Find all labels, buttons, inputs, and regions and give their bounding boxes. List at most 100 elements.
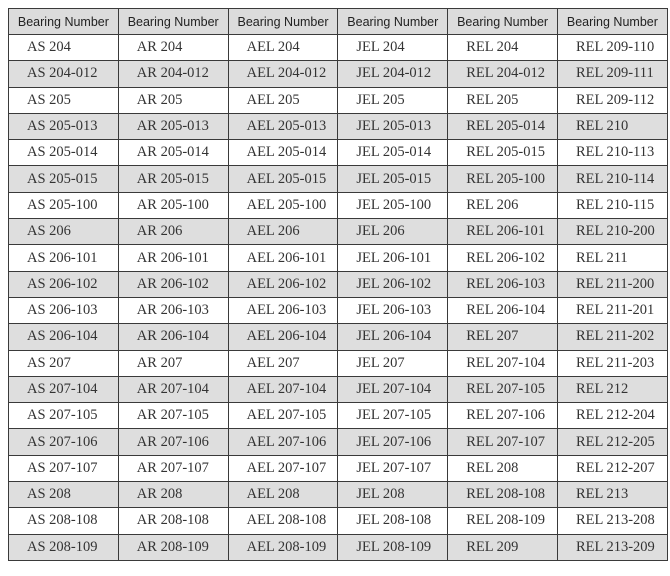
table-cell: AEL 205-015	[227, 165, 339, 193]
table-cell: AS 205-013	[8, 112, 119, 141]
column-header: Bearing Number	[117, 8, 229, 35]
table-cell: AS 207-106	[8, 428, 119, 456]
table-row: AS 205 AR 205 AEL 205 JEL 205 REL 205 REL 209…	[8, 86, 668, 114]
table-cell: AS 206-102	[8, 270, 119, 298]
header-row: Bearing Number Bearing Number Bearing Numb…	[8, 8, 668, 35]
table-cell: JEL 205-100	[337, 191, 449, 220]
table-cell: AS 204	[8, 33, 119, 62]
table-cell: AEL 207	[227, 349, 339, 377]
column-header: Bearing Number	[337, 8, 449, 35]
table-cell: REL 209-110	[556, 33, 668, 62]
table-cell: REL 208-108	[447, 481, 558, 509]
table-row: AS 207-107 AR 207-107 AEL 207-107 JEL 207-1…	[8, 454, 668, 483]
table-row: AS 206-101 AR 206-101 AEL 206-101 JEL 206-1…	[8, 244, 668, 272]
table-cell: JEL 204-012	[337, 60, 449, 88]
table-cell: REL 210-113	[556, 139, 668, 167]
table-cell: AS 206	[8, 218, 119, 246]
table-row: AS 205-015 AR 205-015 AEL 205-015 JEL 205-0…	[8, 165, 668, 193]
table-cell: REL 208	[447, 454, 558, 483]
table-row: AS 208-109 AR 208-109 AEL 208-109 JEL 208-1…	[8, 533, 668, 561]
table-cell: REL 205-014	[447, 112, 558, 141]
table-row: AS 206 AR 206 AEL 206 JEL 206 REL 206-101 REL…	[8, 218, 668, 246]
table-cell: AEL 206-103	[227, 296, 339, 325]
table-cell: AR 207-105	[117, 402, 229, 430]
table-cell: AEL 204-012	[227, 60, 339, 88]
table-cell: REL 207	[447, 323, 558, 351]
table-row: AS 207-104 AR 207-104 AEL 207-104 JEL 207-1…	[8, 375, 668, 404]
table-row: AS 207 AR 207 AEL 207 JEL 207 REL 207-104 REL…	[8, 349, 668, 377]
table-cell: AEL 204	[227, 33, 339, 62]
table-cell: JEL 205	[337, 86, 449, 114]
table-row: AS 206-104 AR 206-104 AEL 206-104 JEL 206-1…	[8, 323, 668, 351]
table-cell: AR 207	[117, 349, 229, 377]
column-header: Bearing Number	[227, 8, 339, 35]
table-cell: AR 205-014	[117, 139, 229, 167]
table-cell: AR 206-103	[117, 296, 229, 325]
table-cell: AR 207-107	[117, 454, 229, 483]
table-row: AS 204-012 AR 204-012 AEL 204-012 JEL 204-0…	[8, 60, 668, 88]
table-cell: AS 204-012	[8, 60, 119, 88]
table-cell: AR 208	[117, 481, 229, 509]
table-cell: AEL 207-107	[227, 454, 339, 483]
table-cell: AS 207	[8, 349, 119, 377]
table-cell: AR 208-109	[117, 533, 229, 561]
table-cell: AEL 205-014	[227, 139, 339, 167]
column-header: Bearing Number	[447, 8, 558, 35]
bearing-number-table: Bearing Number Bearing Number Bearing Numb…	[8, 8, 668, 561]
table-cell: AEL 208-108	[227, 507, 339, 535]
table-cell: AEL 208	[227, 481, 339, 509]
table-cell: REL 211-203	[556, 349, 668, 377]
table-cell: AS 208-108	[8, 507, 119, 535]
table-cell: AEL 206-101	[227, 244, 339, 272]
table-cell: REL 212	[556, 375, 668, 404]
table-cell: AR 205-015	[117, 165, 229, 193]
table-cell: AR 205-013	[117, 112, 229, 141]
table-cell: REL 213-208	[556, 507, 668, 535]
table-cell: AR 206	[117, 218, 229, 246]
table-cell: REL 211-200	[556, 270, 668, 298]
table-cell: AEL 205	[227, 86, 339, 114]
table-cell: JEL 207-106	[337, 428, 449, 456]
table-cell: REL 204-012	[447, 60, 558, 88]
table-cell: AEL 205-013	[227, 112, 339, 141]
table-cell: REL 208-109	[447, 507, 558, 535]
table-cell: REL 207-104	[447, 349, 558, 377]
table-cell: REL 209-111	[556, 60, 668, 88]
table-cell: AEL 206-102	[227, 270, 339, 298]
table-cell: AS 205-015	[8, 165, 119, 193]
table-cell: JEL 207-104	[337, 375, 449, 404]
table-cell: REL 207-107	[447, 428, 558, 456]
table-cell: AEL 206-104	[227, 323, 339, 351]
table-cell: REL 213	[556, 481, 668, 509]
table-cell: AS 208	[8, 481, 119, 509]
table-cell: JEL 205-015	[337, 165, 449, 193]
table-cell: AR 206-101	[117, 244, 229, 272]
table-cell: REL 209-112	[556, 86, 668, 114]
table-cell: AS 208-109	[8, 533, 119, 561]
table-cell: AS 207-105	[8, 402, 119, 430]
table-cell: REL 211-202	[556, 323, 668, 351]
table-cell: REL 209	[447, 533, 558, 561]
table-cell: REL 206-102	[447, 244, 558, 272]
table-cell: AS 205-014	[8, 139, 119, 167]
table-row: AS 204 AR 204 AEL 204 JEL 204 REL 204 REL 209…	[8, 33, 668, 62]
table-cell: JEL 207	[337, 349, 449, 377]
table-cell: JEL 206-103	[337, 296, 449, 325]
table-cell: REL 206	[447, 191, 558, 220]
table-cell: AEL 207-105	[227, 402, 339, 430]
table-cell: JEL 207-105	[337, 402, 449, 430]
table-row: AS 206-103 AR 206-103 AEL 206-103 JEL 206-1…	[8, 296, 668, 325]
column-header: Bearing Number	[556, 8, 668, 35]
table-cell: REL 206-104	[447, 296, 558, 325]
table-row: AS 207-106 AR 207-106 AEL 207-106 JEL 207-1…	[8, 428, 668, 456]
table-cell: JEL 205-013	[337, 112, 449, 141]
table-cell: AS 206-104	[8, 323, 119, 351]
table-cell: JEL 207-107	[337, 454, 449, 483]
table-cell: AS 207-107	[8, 454, 119, 483]
table-cell: JEL 208	[337, 481, 449, 509]
table-row: AS 207-105 AR 207-105 AEL 207-105 JEL 207-1…	[8, 402, 668, 430]
table-cell: AEL 208-109	[227, 533, 339, 561]
table-row: AS 208-108 AR 208-108 AEL 208-108 JEL 208-1…	[8, 507, 668, 535]
table-cell: AEL 205-100	[227, 191, 339, 220]
table-row: AS 206-102 AR 206-102 AEL 206-102 JEL 206-1…	[8, 270, 668, 298]
